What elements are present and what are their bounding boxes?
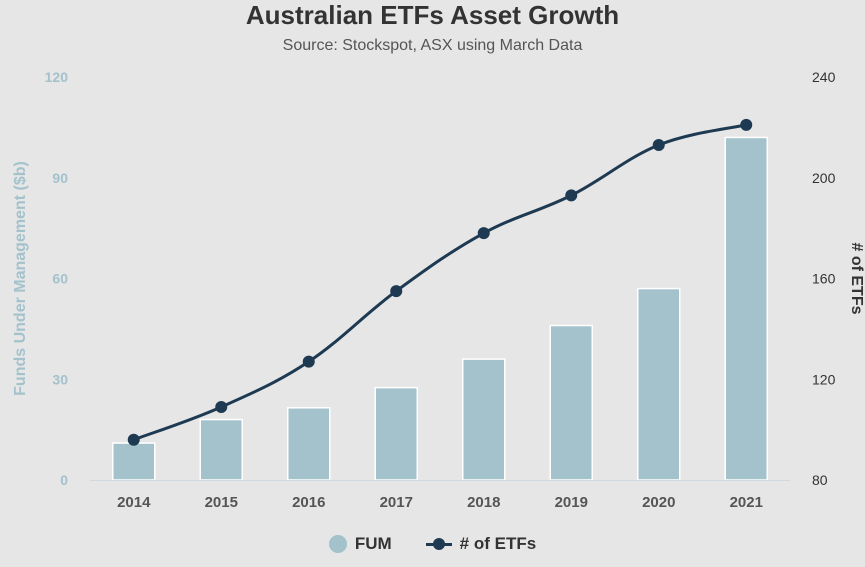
- bar-fum-2020: [637, 287, 681, 481]
- x-tick-label: 2016: [292, 494, 325, 511]
- y-tick-label-left: 90: [52, 170, 68, 186]
- y-tick-label-right: 120: [812, 371, 836, 387]
- bar-fum-2014: [112, 442, 156, 481]
- point-etfs-2018: [477, 227, 490, 240]
- x-tick-label: 2018: [467, 494, 500, 511]
- point-etfs-2016: [302, 355, 315, 368]
- y-tick-label-right: 160: [812, 271, 836, 287]
- line-etfs: [133, 123, 747, 442]
- bar-fum-2018: [462, 358, 506, 481]
- point-etfs-2014: [127, 433, 140, 446]
- point-etfs-2021: [740, 118, 753, 131]
- y-tick-label-left: 60: [52, 271, 68, 287]
- legend-item-fum[interactable]: FUM: [328, 534, 392, 554]
- x-tick-label: 2019: [555, 494, 588, 511]
- point-etfs-2015: [215, 400, 228, 413]
- y-tick-label-right: 80: [812, 472, 828, 488]
- legend-item-etfs[interactable]: # of ETFs: [425, 534, 537, 554]
- point-etfs-2020: [652, 139, 665, 152]
- y-tick-label-left: 120: [45, 69, 69, 85]
- bar-fum-2017: [374, 386, 418, 481]
- chart-subtitle: Source: Stockspot, ASX using March Data: [282, 37, 583, 54]
- point-etfs-2019: [565, 189, 578, 202]
- bar-fum-2019: [549, 324, 593, 481]
- bar-fum-2015: [199, 418, 243, 481]
- x-tick-label: 2021: [730, 494, 763, 511]
- y-tick-label-left: 30: [52, 371, 68, 387]
- point-etfs-2017: [390, 285, 403, 298]
- x-tick-label: 2014: [117, 494, 151, 511]
- y-tick-label-right: 200: [812, 170, 836, 186]
- y-tick-label-left: 0: [60, 472, 68, 488]
- y-tick-label-right: 240: [812, 69, 836, 85]
- x-tick-label: 2017: [380, 494, 413, 511]
- bar-fum-2021: [724, 136, 768, 481]
- y-axis-title-right: # of ETFs: [848, 242, 865, 314]
- legend-swatch-etfs: [425, 535, 452, 553]
- y-axis-title-left: Funds Under Management ($b): [12, 161, 29, 396]
- bar-fum-2016: [287, 407, 331, 481]
- legend-label-fum: FUM: [354, 534, 392, 553]
- legend-label-etfs: # of ETFs: [459, 534, 537, 553]
- legend: FUM # of ETFs: [0, 534, 865, 554]
- chart-title: Australian ETFs Asset Growth: [245, 0, 620, 30]
- x-tick-label: 2020: [642, 494, 675, 511]
- legend-swatch-fum: [328, 535, 347, 553]
- x-tick-label: 2015: [205, 494, 238, 511]
